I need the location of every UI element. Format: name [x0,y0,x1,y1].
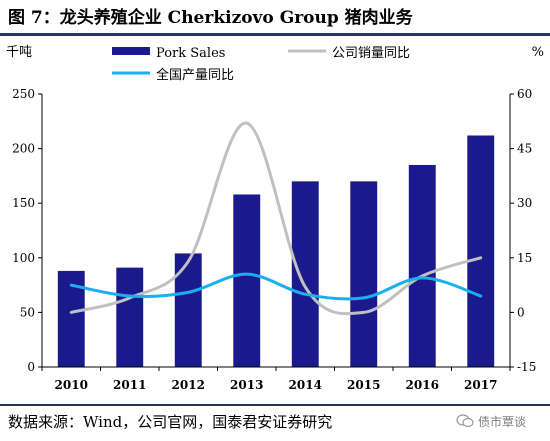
x-tick-label: 2012 [172,378,205,392]
right-tick-label: -15 [517,360,536,374]
left-tick-label: 100 [12,251,35,265]
left-tick-label: 0 [27,360,35,374]
bar-2017 [467,135,495,367]
right-tick-label: 15 [517,251,532,265]
chart: Pork Sales 公司销量同比 全国产量同比 千吨 % 0501001502… [6,45,544,392]
line-company-yoy [69,121,483,316]
right-tick-label: 60 [517,87,532,101]
watermark: 债市覃谈 [456,410,526,434]
bar-group [57,135,495,367]
legend: Pork Sales 公司销量同比 全国产量同比 [112,46,410,83]
bar-2015 [350,181,378,367]
x-tick-label: 2015 [347,378,380,392]
right-tick-label: 0 [517,305,525,319]
wechat-icon [456,414,474,428]
x-tick-label: 2014 [289,378,322,392]
title-divider [0,33,550,36]
legend-label-national-yoy: 全国产量同比 [156,67,234,83]
legend-swatch-pork-sales [112,47,150,55]
bar-2013 [233,194,261,367]
figure-title: 图 7：龙头养殖企业 Cherkizovo Group 猪肉业务 [8,8,413,28]
line-group [69,121,483,316]
line-national-yoy [69,272,483,301]
right-tick-label: 45 [517,142,532,156]
left-tick-label: 250 [12,87,35,101]
bar-2012 [174,253,202,367]
right-axis-unit: % [532,45,544,60]
x-tick-label: 2016 [406,378,439,392]
source-note: 数据来源：Wind，公司官网，国泰君安证券研究 [8,413,333,431]
axes: 0 50 100 150 200 250 -15 0 15 30 45 60 2010 2011 2012 2… [12,87,536,392]
x-tick-label: 2011 [113,378,146,392]
bar-2016 [408,164,436,367]
left-tick-label: 50 [20,305,35,319]
x-tick-label: 2010 [55,378,88,392]
x-tick-label: 2013 [230,378,263,392]
legend-label-pork-sales: Pork Sales [156,46,225,61]
x-tick-label: 2017 [464,378,497,392]
left-tick-label: 150 [12,196,35,210]
bar-2014 [291,181,319,367]
footer-divider [0,404,550,406]
left-tick-label: 200 [12,142,35,156]
legend-label-company-yoy: 公司销量同比 [332,46,410,61]
bar-2011 [116,267,144,367]
watermark-text: 债市覃谈 [478,415,527,429]
right-tick-label: 30 [517,196,532,210]
left-axis-unit: 千吨 [6,45,32,60]
